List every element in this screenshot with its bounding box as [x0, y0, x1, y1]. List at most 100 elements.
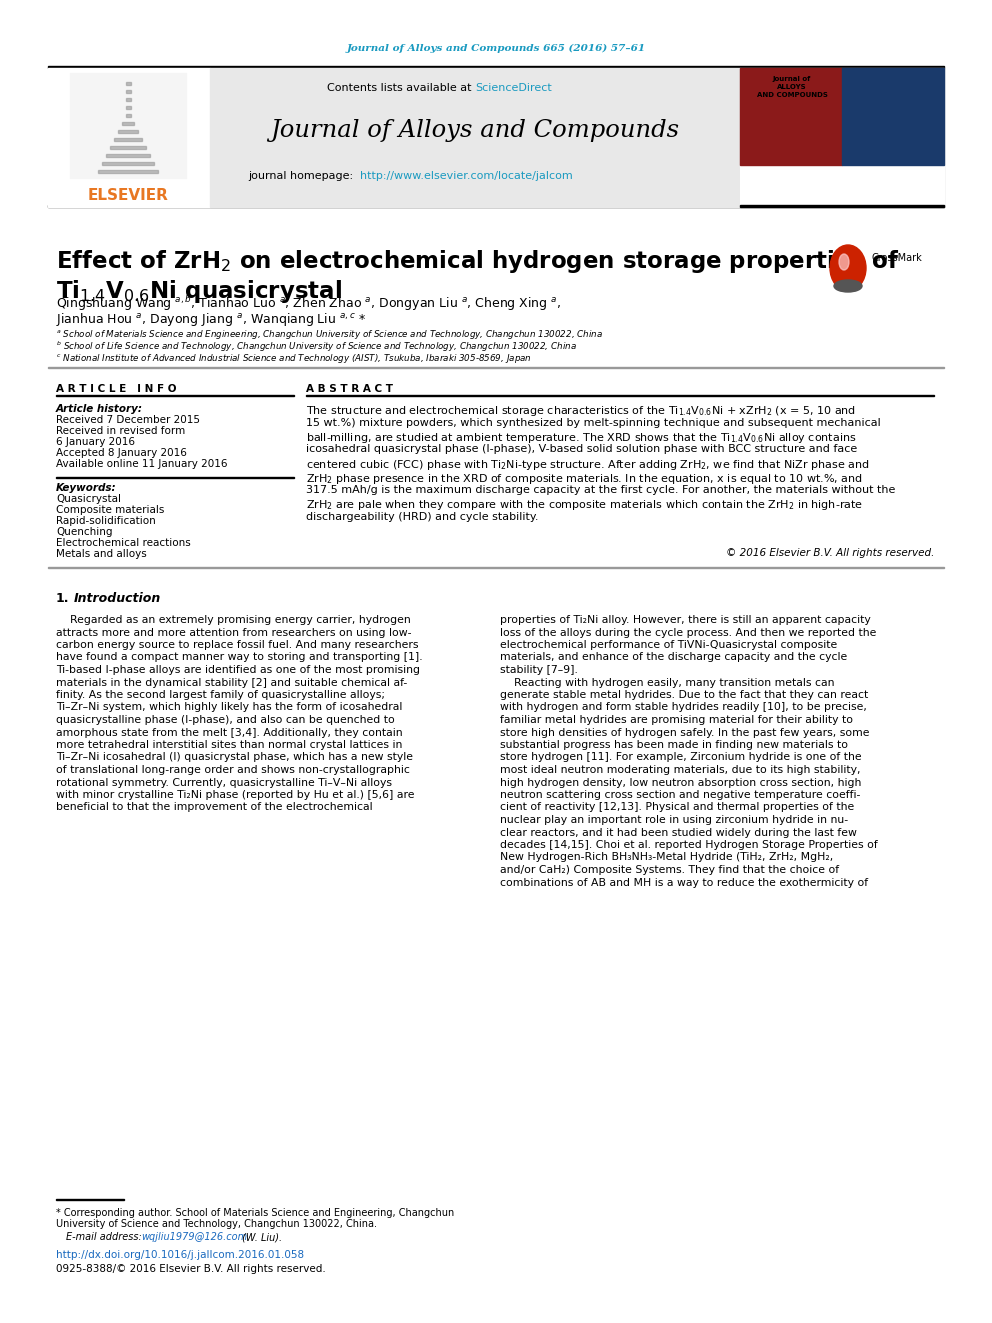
Text: electrochemical performance of TiVNi-Quasicrystal composite: electrochemical performance of TiVNi-Qua… [500, 640, 837, 650]
Text: attracts more and more attention from researchers on using low-: attracts more and more attention from re… [56, 627, 412, 638]
Text: Accepted 8 January 2016: Accepted 8 January 2016 [56, 448, 186, 458]
Bar [48, 205, 944, 206]
Text: finity. As the second largest family of quasicrystalline alloys;: finity. As the second largest family of … [56, 691, 385, 700]
Text: Ti–Zr–Ni system, which highly likely has the form of icosahedral: Ti–Zr–Ni system, which highly likely has… [56, 703, 403, 713]
Bar [126, 114, 131, 116]
Text: dischargeability (HRD) and cycle stability.: dischargeability (HRD) and cycle stabili… [306, 512, 539, 523]
Bar [126, 106, 131, 108]
Text: $^b$ School of Life Science and Technology, Changchun University of Science and : $^b$ School of Life Science and Technolo… [56, 340, 576, 355]
Text: A B S T R A C T: A B S T R A C T [306, 384, 393, 394]
Text: cient of reactivity [12,13]. Physical and thermal properties of the: cient of reactivity [12,13]. Physical an… [500, 803, 854, 812]
Text: high hydrogen density, low neutron absorption cross section, high: high hydrogen density, low neutron absor… [500, 778, 861, 787]
Text: http://www.elsevier.com/locate/jalcom: http://www.elsevier.com/locate/jalcom [360, 171, 572, 181]
Text: generate stable metal hydrides. Due to the fact that they can react: generate stable metal hydrides. Due to t… [500, 691, 868, 700]
Text: Journal of Alloys and Compounds 665 (2016) 57–61: Journal of Alloys and Compounds 665 (201… [346, 44, 646, 53]
Text: decades [14,15]. Choi et al. reported Hydrogen Storage Properties of: decades [14,15]. Choi et al. reported Hy… [500, 840, 878, 849]
Text: ZrH$_2$ phase presence in the XRD of composite materials. In the equation, x is : ZrH$_2$ phase presence in the XRD of com… [306, 471, 863, 486]
Text: amorphous state from the melt [3,4]. Additionally, they contain: amorphous state from the melt [3,4]. Add… [56, 728, 403, 737]
Text: Quasicrystal: Quasicrystal [56, 493, 121, 504]
Bar [114, 138, 142, 142]
Text: Ti–Zr–Ni icosahedral (I) quasicrystal phase, which has a new style: Ti–Zr–Ni icosahedral (I) quasicrystal ph… [56, 753, 413, 762]
Text: stability [7–9].: stability [7–9]. [500, 665, 578, 675]
Text: 317.5 mAh/g is the maximum discharge capacity at the first cycle. For another, t: 317.5 mAh/g is the maximum discharge cap… [306, 486, 896, 495]
Text: Quenching: Quenching [56, 527, 112, 537]
Text: Received in revised form: Received in revised form [56, 426, 186, 437]
Text: 15 wt.%) mixture powders, which synthesized by melt-spinning technique and subse: 15 wt.%) mixture powders, which synthesi… [306, 418, 881, 427]
Text: and/or CaH₂) Composite Systems. They find that the choice of: and/or CaH₂) Composite Systems. They fin… [500, 865, 839, 875]
Text: Metals and alloys: Metals and alloys [56, 549, 147, 560]
Text: ZrH$_2$ are pale when they compare with the composite materials which contain th: ZrH$_2$ are pale when they compare with … [306, 499, 863, 512]
Text: * Corresponding author. School of Materials Science and Engineering, Changchun: * Corresponding author. School of Materi… [56, 1208, 454, 1218]
Text: Electrochemical reactions: Electrochemical reactions [56, 538, 190, 548]
Text: nuclear play an important role in using zirconium hydride in nu-: nuclear play an important role in using … [500, 815, 848, 826]
Text: beneficial to that the improvement of the electrochemical: beneficial to that the improvement of th… [56, 803, 373, 812]
Bar [126, 90, 131, 93]
Text: Reacting with hydrogen easily, many transition metals can: Reacting with hydrogen easily, many tran… [500, 677, 834, 688]
Bar [118, 130, 138, 134]
Text: Effect of ZrH$_2$ on electrochemical hydrogen storage properties of: Effect of ZrH$_2$ on electrochemical hyd… [56, 247, 899, 275]
Text: 6 January 2016: 6 January 2016 [56, 437, 135, 447]
Text: have found a compact manner way to storing and transporting [1].: have found a compact manner way to stori… [56, 652, 423, 663]
Bar [740, 165, 944, 206]
Text: $^c$ National Institute of Advanced Industrial Science and Technology (AIST), Ts: $^c$ National Institute of Advanced Indu… [56, 352, 532, 365]
Text: loss of the alloys during the cycle process. And then we reported the: loss of the alloys during the cycle proc… [500, 627, 876, 638]
Text: (W. Liu).: (W. Liu). [239, 1232, 282, 1242]
Text: wqjliu1979@126.com: wqjliu1979@126.com [141, 1232, 247, 1242]
Text: materials in the dynamical stability [2] and suitable chemical af-: materials in the dynamical stability [2]… [56, 677, 408, 688]
Text: Ti$_{1.4}$V$_{0.6}$Ni quasicrystal: Ti$_{1.4}$V$_{0.6}$Ni quasicrystal [56, 278, 342, 306]
Text: 0925-8388/© 2016 Elsevier B.V. All rights reserved.: 0925-8388/© 2016 Elsevier B.V. All right… [56, 1263, 325, 1274]
Text: centered cubic (FCC) phase with Ti$_2$Ni-type structure. After adding ZrH$_2$, w: centered cubic (FCC) phase with Ti$_2$Ni… [306, 458, 870, 472]
Text: store high densities of hydrogen safely. In the past few years, some: store high densities of hydrogen safely.… [500, 728, 870, 737]
Text: ScienceDirect: ScienceDirect [475, 83, 552, 93]
Ellipse shape [830, 245, 866, 291]
Text: 1.: 1. [56, 591, 69, 605]
Text: A R T I C L E   I N F O: A R T I C L E I N F O [56, 384, 177, 394]
Text: store hydrogen [11]. For example, Zirconium hydride is one of the: store hydrogen [11]. For example, Zircon… [500, 753, 862, 762]
Bar [126, 98, 131, 101]
Text: Journal of Alloys and Compounds: Journal of Alloys and Compounds [271, 119, 680, 142]
Text: ELSEVIER: ELSEVIER [87, 188, 169, 204]
Text: of translational long-range order and shows non-crystallographic: of translational long-range order and sh… [56, 765, 410, 775]
Text: Journal of
ALLOYS
AND COMPOUNDS: Journal of ALLOYS AND COMPOUNDS [757, 75, 827, 98]
Bar [210, 67, 740, 206]
Text: rotational symmetry. Currently, quasicrystalline Ti–V–Ni alloys: rotational symmetry. Currently, quasicry… [56, 778, 392, 787]
Text: CrossMark: CrossMark [872, 253, 923, 263]
Bar [106, 153, 150, 157]
Text: New Hydrogen-Rich BH₃NH₃-Metal Hydride (TiH₂, ZrH₂, MgH₂,: New Hydrogen-Rich BH₃NH₃-Metal Hydride (… [500, 852, 833, 863]
Text: journal homepage:: journal homepage: [248, 171, 360, 181]
Text: Article history:: Article history: [56, 404, 143, 414]
Text: University of Science and Technology, Changchun 130022, China.: University of Science and Technology, Ch… [56, 1218, 377, 1229]
Bar [740, 67, 944, 206]
Text: © 2016 Elsevier B.V. All rights reserved.: © 2016 Elsevier B.V. All rights reserved… [725, 548, 934, 558]
Bar [122, 122, 134, 124]
Text: carbon energy source to replace fossil fuel. And many researchers: carbon energy source to replace fossil f… [56, 640, 419, 650]
Text: Keywords:: Keywords: [56, 483, 117, 493]
Text: combinations of AB and MH is a way to reduce the exothermicity of: combinations of AB and MH is a way to re… [500, 877, 868, 888]
Bar [48, 67, 210, 206]
Text: Ti-based I-phase alloys are identified as one of the most promising: Ti-based I-phase alloys are identified a… [56, 665, 420, 675]
Bar [48, 66, 944, 67]
Text: http://dx.doi.org/10.1016/j.jallcom.2016.01.058: http://dx.doi.org/10.1016/j.jallcom.2016… [56, 1250, 305, 1259]
Text: Composite materials: Composite materials [56, 505, 165, 515]
Text: properties of Ti₂Ni alloy. However, there is still an apparent capacity: properties of Ti₂Ni alloy. However, ther… [500, 615, 871, 624]
Text: with hydrogen and form stable hydrides readily [10], to be precise,: with hydrogen and form stable hydrides r… [500, 703, 867, 713]
Bar [842, 67, 944, 165]
Text: most ideal neutron moderating materials, due to its high stability,: most ideal neutron moderating materials,… [500, 765, 860, 775]
Text: familiar metal hydrides are promising material for their ability to: familiar metal hydrides are promising ma… [500, 714, 853, 725]
Text: Rapid-solidification: Rapid-solidification [56, 516, 156, 527]
Text: more tetrahedral interstitial sites than normal crystal lattices in: more tetrahedral interstitial sites than… [56, 740, 403, 750]
Text: Jianhua Hou $^a$, Dayong Jiang $^a$, Wanqiang Liu $^{a, c}$ *: Jianhua Hou $^a$, Dayong Jiang $^a$, Wan… [56, 311, 366, 328]
Text: substantial progress has been made in finding new materials to: substantial progress has been made in fi… [500, 740, 848, 750]
Bar [110, 146, 146, 149]
Text: icosahedral quasicrystal phase (I-phase), V-based solid solution phase with BCC : icosahedral quasicrystal phase (I-phase)… [306, 445, 857, 455]
Text: quasicrystalline phase (I-phase), and also can be quenched to: quasicrystalline phase (I-phase), and al… [56, 714, 395, 725]
Text: neutron scattering cross section and negative temperature coeffi-: neutron scattering cross section and neg… [500, 790, 860, 800]
Text: Received 7 December 2015: Received 7 December 2015 [56, 415, 200, 425]
Text: Contents lists available at: Contents lists available at [327, 83, 475, 93]
Text: ball-milling, are studied at ambient temperature. The XRD shows that the Ti$_{1.: ball-milling, are studied at ambient tem… [306, 431, 856, 445]
Ellipse shape [839, 254, 849, 270]
Text: clear reactors, and it had been studied widely during the last few: clear reactors, and it had been studied … [500, 827, 857, 837]
Text: $^a$ School of Materials Science and Engineering, Changchun University of Scienc: $^a$ School of Materials Science and Eng… [56, 328, 603, 341]
Text: Available online 11 January 2016: Available online 11 January 2016 [56, 459, 227, 468]
Text: The structure and electrochemical storage characteristics of the Ti$_{1.4}$V$_{0: The structure and electrochemical storag… [306, 404, 856, 418]
